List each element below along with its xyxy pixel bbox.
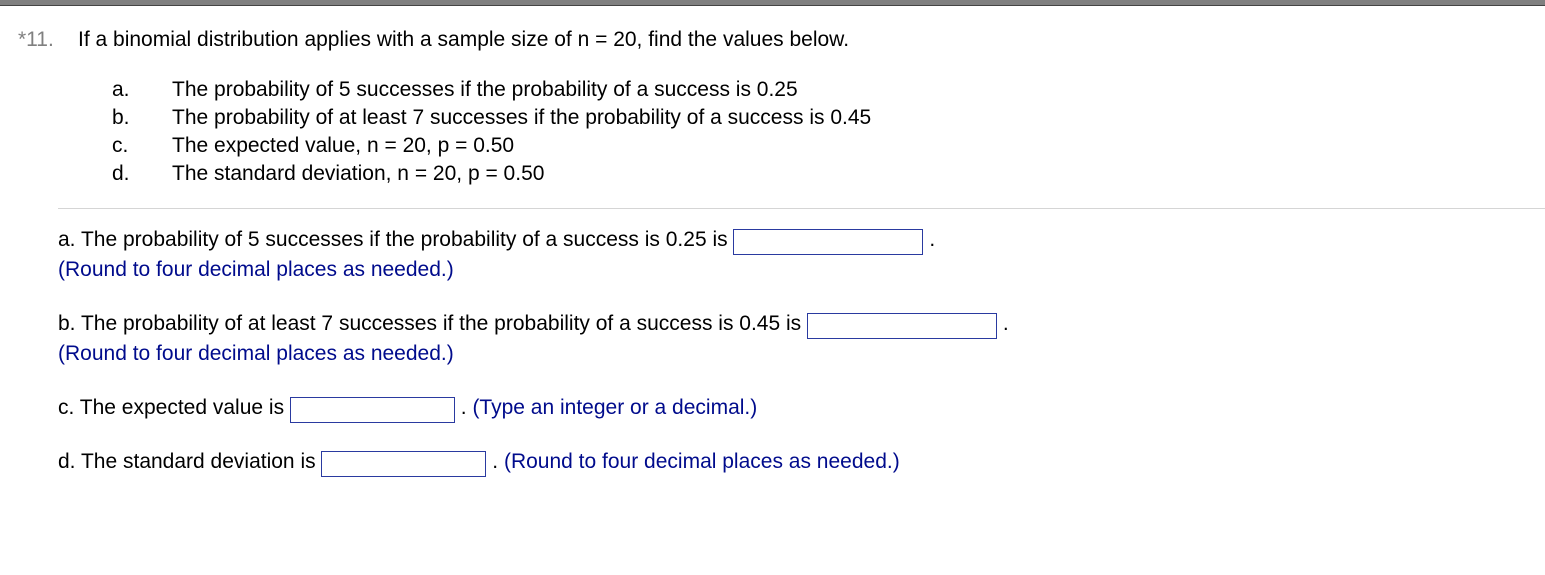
answer-d-block: d. The standard deviation is . (Round to… <box>58 447 1545 477</box>
question-header: *11. If a binomial distribution applies … <box>0 28 1545 68</box>
option-text: The probability of at least 7 successes … <box>172 104 871 132</box>
answer-b-hint: (Round to four decimal places as needed.… <box>58 342 454 365</box>
answer-c-input[interactable] <box>290 397 455 423</box>
option-text: The probability of 5 successes if the pr… <box>172 76 798 104</box>
answer-a-block: a. The probability of 5 successes if the… <box>58 225 1545 285</box>
answer-a-input[interactable] <box>733 229 923 255</box>
answer-d-post: . <box>492 450 504 473</box>
answer-d-input[interactable] <box>321 451 486 477</box>
answer-section: a. The probability of 5 successes if the… <box>0 209 1545 477</box>
option-letter: c. <box>112 132 172 160</box>
answer-c-block: c. The expected value is . (Type an inte… <box>58 393 1545 423</box>
answer-d-hint: (Round to four decimal places as needed.… <box>504 450 900 473</box>
answer-a-pre: a. The probability of 5 successes if the… <box>58 228 733 251</box>
answer-d-pre: d. The standard deviation is <box>58 450 321 473</box>
question-number: *11. <box>18 28 78 52</box>
option-letter: d. <box>112 160 172 188</box>
answer-a-hint: (Round to four decimal places as needed.… <box>58 258 454 281</box>
option-letter: b. <box>112 104 172 132</box>
option-b: b. The probability of at least 7 success… <box>112 104 1545 132</box>
option-text: The standard deviation, n = 20, p = 0.50 <box>172 160 544 188</box>
question-content: *11. If a binomial distribution applies … <box>0 6 1545 477</box>
option-a: a. The probability of 5 successes if the… <box>112 76 1545 104</box>
question-prompt: If a binomial distribution applies with … <box>78 28 849 52</box>
option-text: The expected value, n = 20, p = 0.50 <box>172 132 514 160</box>
answer-b-post: . <box>1003 312 1009 335</box>
answer-c-pre: c. The expected value is <box>58 396 290 419</box>
answer-c-hint: (Type an integer or a decimal.) <box>472 396 757 419</box>
question-options: a. The probability of 5 successes if the… <box>0 68 1545 204</box>
answer-b-pre: b. The probability of at least 7 success… <box>58 312 807 335</box>
option-c: c. The expected value, n = 20, p = 0.50 <box>112 132 1545 160</box>
answer-c-post: . <box>461 396 473 419</box>
answer-b-block: b. The probability of at least 7 success… <box>58 309 1545 369</box>
answer-b-input[interactable] <box>807 313 997 339</box>
answer-a-post: . <box>929 228 935 251</box>
option-d: d. The standard deviation, n = 20, p = 0… <box>112 160 1545 188</box>
option-letter: a. <box>112 76 172 104</box>
